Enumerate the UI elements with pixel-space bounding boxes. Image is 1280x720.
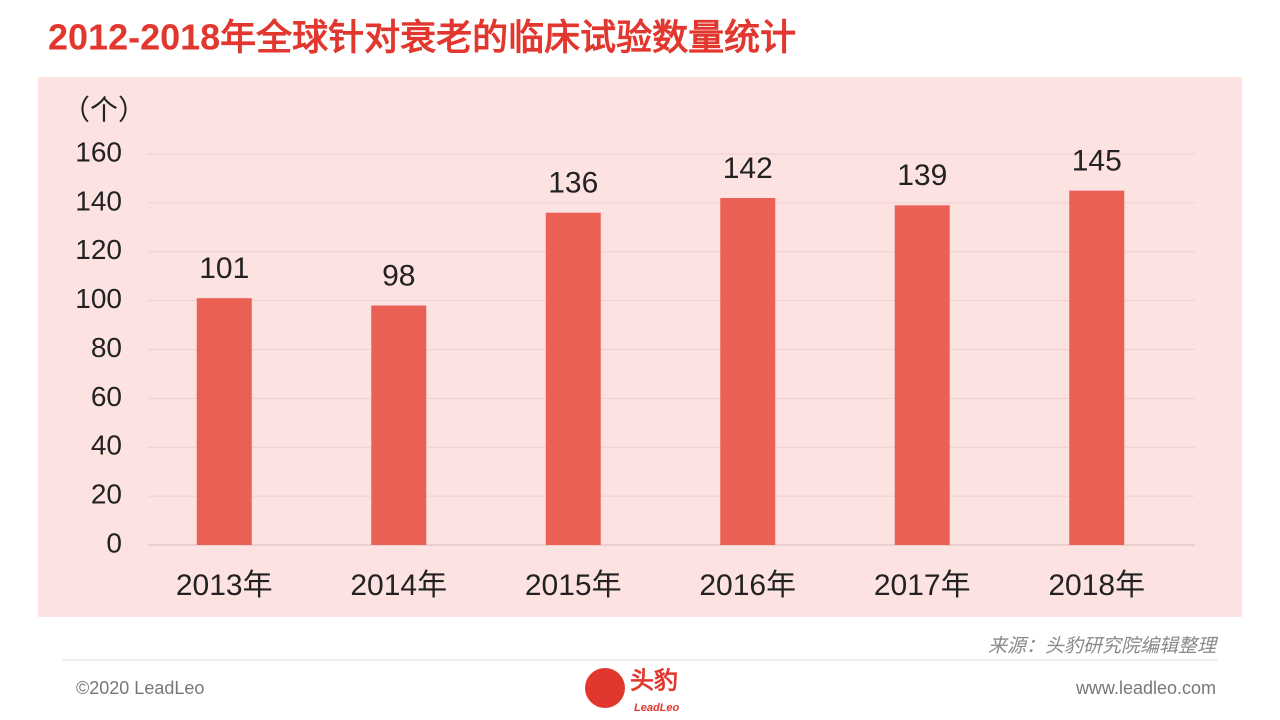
- y-tick-label: 100: [75, 283, 122, 314]
- x-tick-label: 2016年: [699, 569, 796, 602]
- y-tick-label: 140: [75, 185, 122, 216]
- x-tick-label: 2015年: [525, 569, 622, 602]
- y-unit: （个）: [62, 94, 146, 125]
- data-label: 139: [897, 159, 947, 192]
- bar: [545, 212, 601, 545]
- bar: [371, 305, 427, 545]
- logo-text: 头豹: [630, 666, 678, 694]
- data-label: 101: [199, 252, 249, 285]
- y-tick-label: 20: [91, 479, 122, 510]
- data-label: 98: [382, 259, 415, 292]
- chart-title: 2012-2018年全球针对衰老的临床试验数量统计: [48, 17, 796, 58]
- bar: [894, 205, 950, 545]
- source-note: 来源：头豹研究院编辑整理: [988, 635, 1219, 657]
- plot-area: 0 20 40 60 80 100 120 140 160 2013年 101 2014年 98 2015…: [75, 136, 1195, 602]
- data-label: 136: [548, 167, 598, 200]
- y-tick-label: 40: [91, 430, 122, 461]
- y-tick-label: 160: [75, 136, 122, 167]
- bar: [720, 197, 776, 546]
- x-tick-label: 2018年: [1048, 569, 1145, 602]
- website: www.leadleo.com: [1075, 678, 1216, 698]
- logo-icon: [585, 668, 625, 708]
- data-label: 145: [1072, 145, 1122, 178]
- data-label: 142: [723, 152, 773, 185]
- x-tick-label: 2014年: [350, 569, 447, 602]
- y-tick-label: 60: [91, 381, 122, 412]
- bar: [1069, 190, 1125, 545]
- y-tick-label: 80: [91, 332, 122, 363]
- bar: [196, 298, 252, 545]
- copyright: ©2020 LeadLeo: [76, 678, 204, 698]
- x-tick-label: 2013年: [176, 569, 273, 602]
- y-tick-label: 120: [75, 234, 122, 265]
- logo-subtext: LeadLeo: [634, 702, 680, 714]
- x-tick-label: 2017年: [874, 569, 971, 602]
- y-tick-label: 0: [106, 527, 122, 558]
